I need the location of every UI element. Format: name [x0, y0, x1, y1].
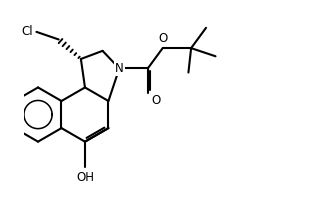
- Text: O: O: [158, 32, 167, 45]
- Text: N: N: [115, 62, 124, 75]
- Text: OH: OH: [76, 171, 94, 184]
- Text: O: O: [151, 94, 160, 107]
- Text: Cl: Cl: [21, 25, 33, 38]
